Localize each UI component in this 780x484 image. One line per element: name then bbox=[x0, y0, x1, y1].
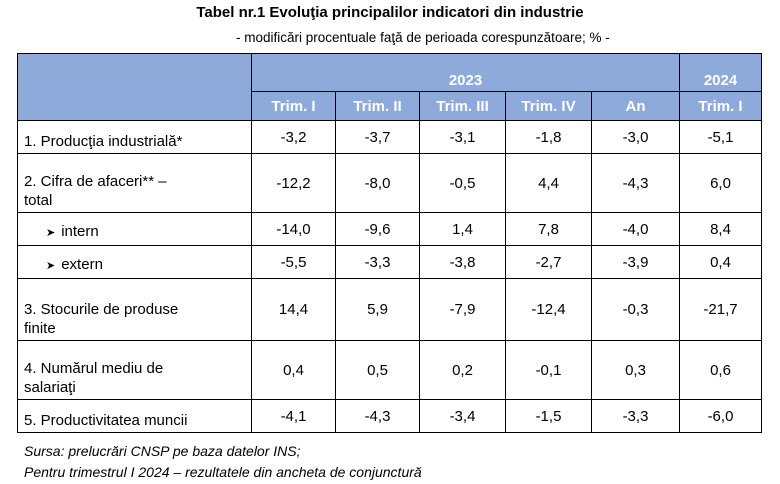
table-cell: 0,2 bbox=[419, 340, 506, 400]
row-label: 2. Cifra de afaceri** – total bbox=[17, 153, 252, 213]
table-cell: -3,2 bbox=[251, 120, 336, 154]
table-cell: -12,2 bbox=[251, 153, 336, 213]
table-cell: 0,3 bbox=[591, 340, 680, 400]
table-cell: 7,8 bbox=[505, 212, 592, 246]
table-cell: 1,4 bbox=[419, 212, 506, 246]
header-corner-cell bbox=[17, 53, 252, 121]
row-label: 5. Productivitatea muncii bbox=[17, 399, 252, 433]
row-label: 4. Numărul mediu de salariaţi bbox=[17, 340, 252, 400]
table-cell: -3,7 bbox=[335, 120, 420, 154]
table-cell: -1,5 bbox=[505, 399, 592, 433]
table-cell: -4,0 bbox=[591, 212, 680, 246]
table-row: 2. Cifra de afaceri** – total -12,2 -8,0… bbox=[17, 153, 762, 213]
year-2023-header: 2023 bbox=[251, 53, 680, 92]
table-cell: -8,0 bbox=[335, 153, 420, 213]
table-cell: -3,4 bbox=[419, 399, 506, 433]
table-cell: -12,4 bbox=[505, 278, 592, 341]
table-cell: -6,0 bbox=[679, 399, 762, 433]
column-header: Trim. I bbox=[679, 91, 762, 121]
table-cell: 6,0 bbox=[679, 153, 762, 213]
row-label: 3. Stocurile de produse finite bbox=[17, 278, 252, 341]
table-cell: -3,1 bbox=[419, 120, 506, 154]
table-cell: -0,3 bbox=[591, 278, 680, 341]
table-cell: -3,9 bbox=[591, 245, 680, 279]
arrow-bullet-icon: ➤ bbox=[46, 227, 56, 239]
table-cell: 14,4 bbox=[251, 278, 336, 341]
table-cell: 4,4 bbox=[505, 153, 592, 213]
conjuncture-note: Pentru trimestrul I 2024 – rezultatele d… bbox=[24, 464, 422, 480]
table-cell: -3,8 bbox=[419, 245, 506, 279]
table-cell: -4,3 bbox=[335, 399, 420, 433]
table-cell: -0,1 bbox=[505, 340, 592, 400]
column-header: Trim. I bbox=[251, 91, 336, 121]
table-cell: -3,3 bbox=[591, 399, 680, 433]
table-row: 3. Stocurile de produse finite 14,4 5,9 … bbox=[17, 278, 762, 341]
table-cell: -7,9 bbox=[419, 278, 506, 341]
table-row: 1. Producţia industrială* -3,2 -3,7 -3,1… bbox=[17, 120, 762, 154]
arrow-bullet-icon: ➤ bbox=[46, 260, 56, 272]
column-header: Trim. III bbox=[419, 91, 506, 121]
year-2024-header: 2024 bbox=[679, 53, 762, 92]
table-cell: 0,4 bbox=[679, 245, 762, 279]
table-title: Tabel nr.1 Evoluţia principalilor indica… bbox=[196, 4, 584, 21]
table-cell: -9,6 bbox=[335, 212, 420, 246]
table-cell: -4,3 bbox=[591, 153, 680, 213]
table-cell: -5,5 bbox=[251, 245, 336, 279]
column-header: Trim. II bbox=[335, 91, 420, 121]
table-row: ➤ extern -5,5 -3,3 -3,8 -2,7 -3,9 0,4 bbox=[17, 245, 762, 279]
indicators-table: 2023 2024 Trim. I Trim. II Trim. III Tri… bbox=[17, 53, 762, 433]
table-cell: -1,8 bbox=[505, 120, 592, 154]
table-subtitle: - modificări procentuale faţă de perioad… bbox=[236, 30, 610, 45]
table-row: ➤ intern -14,0 -9,6 1,4 7,8 -4,0 8,4 bbox=[17, 212, 762, 246]
table-cell: -2,7 bbox=[505, 245, 592, 279]
row-label: extern bbox=[61, 256, 103, 273]
column-header: Trim. IV bbox=[505, 91, 592, 121]
table-cell: 8,4 bbox=[679, 212, 762, 246]
row-label: 1. Producţia industrială* bbox=[17, 120, 252, 154]
table-cell: 0,5 bbox=[335, 340, 420, 400]
row-label-sub: ➤ extern bbox=[17, 245, 252, 279]
row-label-sub: ➤ intern bbox=[17, 212, 252, 246]
table-row: 5. Productivitatea muncii -4,1 -4,3 -3,4… bbox=[17, 399, 762, 433]
table-cell: -14,0 bbox=[251, 212, 336, 246]
source-note: Sursa: prelucrări CNSP pe baza datelor I… bbox=[24, 443, 301, 459]
table-cell: -3,3 bbox=[335, 245, 420, 279]
column-header: An bbox=[591, 91, 680, 121]
table-cell: -4,1 bbox=[251, 399, 336, 433]
table-cell: -0,5 bbox=[419, 153, 506, 213]
table-row: 4. Numărul mediu de salariaţi 0,4 0,5 0,… bbox=[17, 340, 762, 400]
table-cell: 0,6 bbox=[679, 340, 762, 400]
table-cell: 5,9 bbox=[335, 278, 420, 341]
table-cell: -21,7 bbox=[679, 278, 762, 341]
table-cell: -3,0 bbox=[591, 120, 680, 154]
table-cell: 0,4 bbox=[251, 340, 336, 400]
row-label: intern bbox=[61, 223, 99, 240]
table-cell: -5,1 bbox=[679, 120, 762, 154]
